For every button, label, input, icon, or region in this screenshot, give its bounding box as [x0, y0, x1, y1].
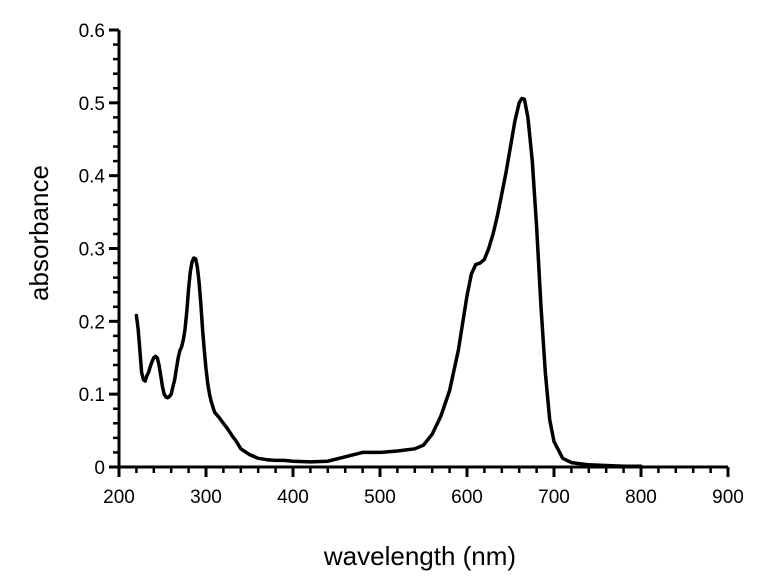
y-tick-label: 0.1 [79, 385, 105, 406]
x-tick-label: 300 [190, 487, 222, 508]
y-tick-label: 0 [94, 458, 105, 479]
y-tick-label: 0.3 [79, 240, 105, 261]
x-tick-label: 200 [103, 487, 135, 508]
x-tick-label: 400 [277, 487, 309, 508]
x-tick-label: 500 [364, 487, 396, 508]
x-tick-label: 700 [538, 487, 570, 508]
x-tick-label: 800 [625, 487, 657, 508]
y-tick-label: 0.6 [79, 21, 105, 42]
y-axis-title: absorbance [24, 165, 54, 301]
x-tick-label: 600 [451, 487, 483, 508]
x-tick-label: 900 [712, 487, 744, 508]
y-tick-label: 0.2 [79, 312, 105, 333]
x-axis-ticks: 200 300 400 500 600 700 800 900 [103, 467, 744, 508]
x-axis-title: wavelength (nm) [323, 541, 516, 571]
y-tick-label: 0.5 [79, 94, 105, 115]
absorbance-series-line [134, 96, 643, 469]
y-tick-label: 0.4 [79, 167, 106, 188]
y-axis-ticks: 0 0.1 0.2 0.3 0.4 0.5 0.6 [79, 21, 119, 479]
